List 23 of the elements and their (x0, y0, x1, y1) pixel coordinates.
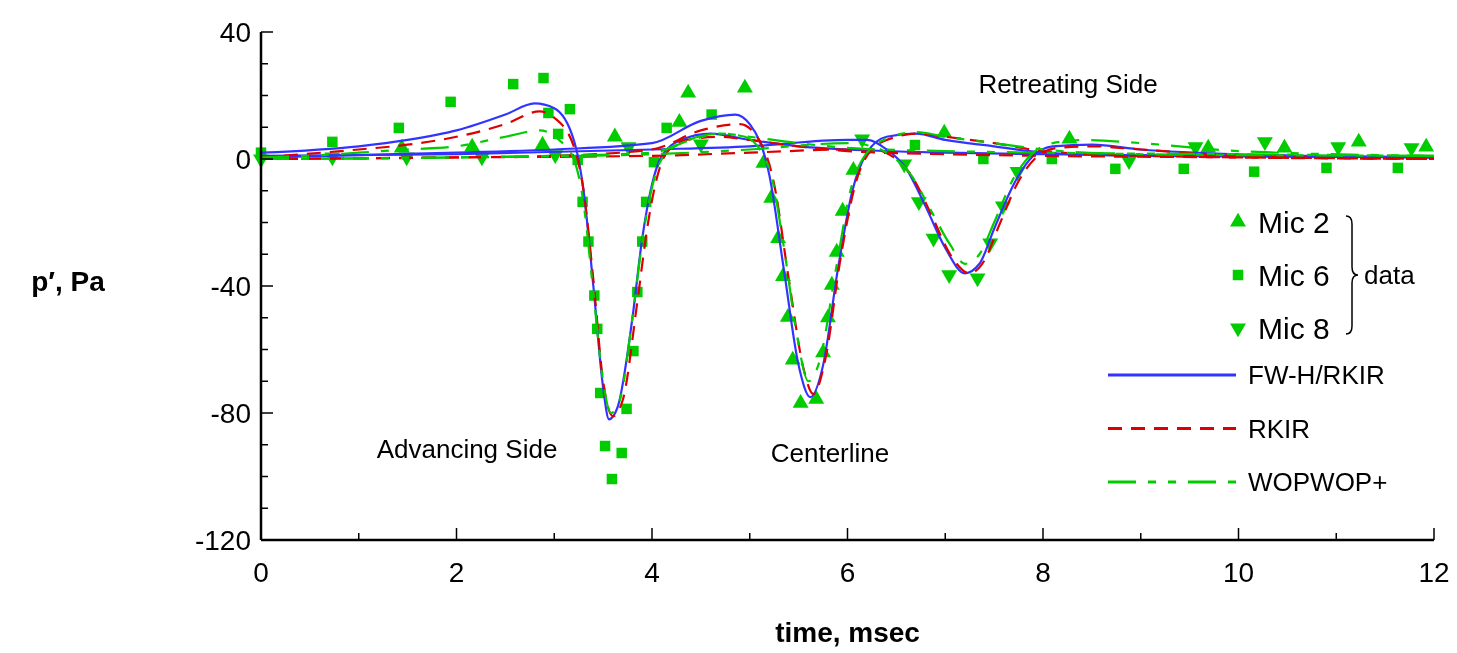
y-tick-label: 0 (235, 143, 251, 175)
y-tick-label: -120 (194, 524, 251, 556)
y-tick-label: -40 (210, 270, 251, 302)
legend-label: RKIR (1248, 413, 1311, 444)
x-tick-label: 4 (644, 557, 660, 588)
x-tick-label: 2 (448, 557, 465, 588)
legend-label: Mic 8 (1258, 311, 1330, 345)
y-tick-label: -80 (210, 397, 251, 429)
annotation: Advancing Side (376, 434, 558, 465)
y-tick-label: 40 (219, 16, 251, 48)
x-tick-label: 8 (1035, 557, 1051, 588)
legend-label: WOPWOP+ (1248, 467, 1388, 498)
annotation: Centerline (770, 438, 890, 469)
x-tick-label: 6 (839, 557, 856, 588)
x-tick-label: 12 (1418, 557, 1450, 588)
x-axis-title: time, msec (775, 617, 920, 648)
annotation: Retreating Side (978, 69, 1158, 100)
annotation: data (1364, 260, 1416, 291)
legend-label: FW-H/RKIR (1248, 360, 1385, 391)
legend-label: Mic 2 (1258, 205, 1330, 239)
x-tick-label: 10 (1222, 557, 1255, 588)
legend-label: Mic 6 (1258, 258, 1330, 292)
y-axis-title: p′, Pa (31, 265, 106, 297)
